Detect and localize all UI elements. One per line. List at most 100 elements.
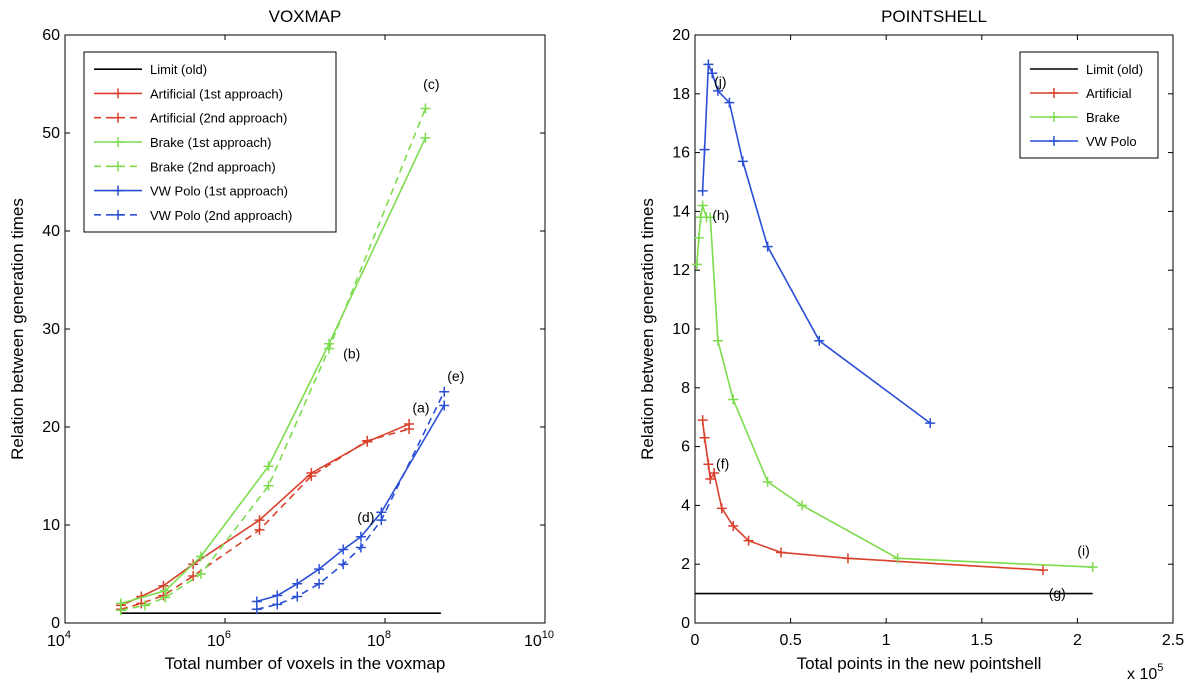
data-point-marker	[707, 68, 718, 79]
legend-swatch-marker	[1049, 112, 1059, 122]
data-point-marker	[703, 459, 714, 470]
y-tick-label: 20	[672, 27, 690, 44]
y-tick-label: 0	[681, 615, 690, 632]
pointshell-chart-panel: POINTSHELL 0 2 4 6 8 10 12 14 16 18 20 0 0.5 1 1.5 2 2.5 x…	[638, 7, 1184, 683]
data-point-marker	[251, 604, 262, 615]
data-point-marker	[140, 600, 150, 611]
y-tick-label: 10	[42, 517, 60, 534]
chart-title: POINTSHELL	[881, 7, 987, 26]
data-point-marker	[693, 232, 704, 243]
legend-swatch-marker	[113, 137, 123, 147]
y-tick-label: 6	[681, 439, 690, 456]
legend-entry-label: Limit (old)	[150, 62, 207, 77]
legend-entry-label: Artificial (1st approach)	[150, 86, 283, 101]
data-point-marker	[338, 559, 349, 570]
data-point-marker	[115, 605, 126, 616]
legend-swatch-marker	[113, 185, 123, 196]
data-point-marker	[716, 503, 727, 514]
x-tick-label: 0	[691, 632, 700, 649]
data-point-marker	[728, 520, 739, 531]
data-point-marker	[697, 185, 708, 196]
y-tick-label: 30	[42, 321, 60, 338]
data-point-marker	[195, 551, 206, 562]
x-tick-base: 10	[524, 633, 542, 650]
legend-entry-label: Brake (2nd approach)	[150, 159, 276, 174]
legend-entry-label: VW Polo (1st approach)	[150, 184, 288, 199]
data-point-marker	[728, 394, 739, 405]
data-point-marker	[272, 590, 283, 601]
x-tick-base: 10	[47, 633, 65, 650]
data-point-marker	[743, 535, 754, 546]
y-tick-label: 16	[672, 145, 690, 162]
y-tick-label: 4	[681, 497, 690, 514]
x-tick-label: 104	[47, 629, 71, 650]
legend-entry-label: Artificial (2nd approach)	[150, 111, 287, 126]
data-point-marker	[737, 156, 748, 167]
legend-entry-label: Brake	[1086, 110, 1120, 125]
data-point-marker	[314, 578, 325, 589]
data-point-marker	[195, 569, 206, 579]
data-point-marker	[705, 473, 716, 484]
data-point-marker	[338, 544, 349, 555]
y-axis-label: Relation between generation times	[638, 198, 657, 460]
data-point-marker	[158, 590, 169, 601]
x-tick-label: 1	[882, 632, 891, 649]
data-point-marker	[712, 85, 723, 96]
x-tick-label: 1010	[524, 629, 554, 650]
x-multiplier-base: x 10	[1127, 666, 1157, 683]
data-point-marker	[420, 132, 431, 143]
x-tick-label: 2.5	[1162, 632, 1184, 649]
series-line-3	[120, 137, 427, 605]
legend-swatch-marker	[113, 112, 123, 123]
data-point-marker	[355, 542, 366, 553]
y-tick-label: 2	[681, 556, 690, 573]
x-tick-base: 10	[367, 633, 385, 650]
data-point-marker	[697, 415, 708, 426]
data-point-marker	[762, 241, 773, 252]
x-tick-label: 2	[1073, 632, 1082, 649]
data-point-marker	[306, 471, 317, 481]
data-point-marker	[1087, 562, 1098, 573]
annotation-label: (h)	[712, 207, 729, 223]
data-point-marker	[703, 59, 714, 70]
data-point-marker	[292, 591, 303, 602]
data-point-marker	[272, 599, 283, 610]
legend-swatch-marker	[1049, 88, 1059, 98]
data-point-marker	[292, 578, 303, 589]
legend-entry-label: VW Polo	[1086, 134, 1137, 149]
data-point-marker	[797, 500, 808, 511]
data-point-marker	[699, 432, 710, 443]
x-tick-label: 1.5	[971, 632, 993, 649]
data-point-marker	[420, 103, 431, 114]
series-line-1	[701, 420, 1044, 571]
data-point-marker	[254, 515, 265, 526]
y-tick-label: 40	[42, 223, 60, 240]
data-point-marker	[355, 531, 366, 542]
x-axis-label: Total number of voxels in the voxmap	[165, 654, 446, 673]
data-point-marker	[376, 515, 387, 526]
chart-title: VOXMAP	[269, 7, 342, 26]
annotation-label: (a)	[412, 399, 429, 415]
data-point-marker	[263, 461, 274, 472]
data-point-marker	[892, 553, 903, 564]
y-tick-label: 50	[42, 125, 60, 142]
legend-swatch-marker	[113, 161, 123, 172]
data-point-marker	[762, 476, 773, 487]
data-point-marker	[1037, 565, 1048, 576]
data-point-marker	[324, 343, 335, 354]
data-point-marker	[724, 97, 735, 108]
legend-swatch-marker	[1049, 136, 1059, 146]
y-tick-label: 18	[672, 86, 690, 103]
annotation-label: (e)	[447, 368, 464, 384]
y-tick-label: 10	[672, 321, 690, 338]
data-point-marker	[814, 335, 825, 346]
y-tick-label: 0	[51, 615, 60, 632]
annotation-label: (g)	[1049, 585, 1066, 601]
data-point-marker	[705, 212, 716, 223]
x-tick-exponent: 8	[385, 629, 391, 641]
annotation-label: (c)	[423, 76, 439, 92]
data-point-marker	[691, 259, 702, 270]
data-point-marker	[160, 592, 171, 603]
